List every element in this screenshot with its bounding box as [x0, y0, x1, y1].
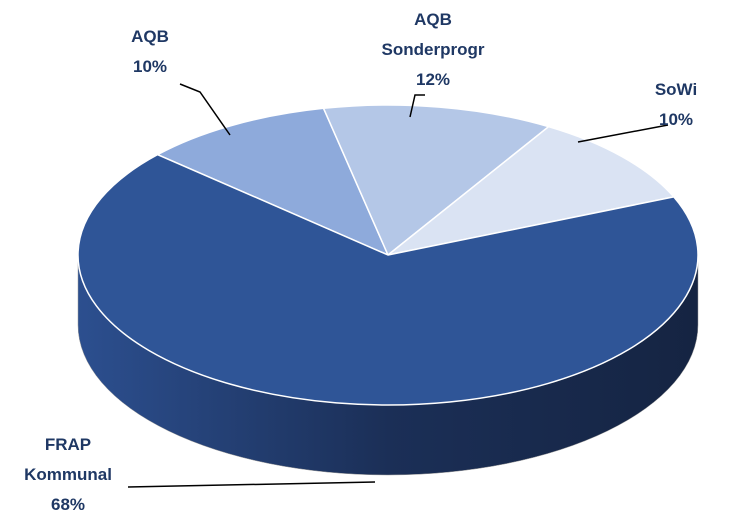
category-label: SoWi: [654, 80, 698, 99]
category-label: FRAP Kommunal: [24, 435, 112, 484]
value-label: 10%: [658, 110, 694, 129]
leader-line: [409, 94, 425, 118]
value-label: 68%: [50, 495, 86, 514]
category-label: AQB Sonderprogr: [381, 10, 485, 59]
leader-line: [577, 124, 669, 143]
data-label: FRAP Kommunal 68%: [8, 430, 128, 518]
pie-slice: [387, 125, 676, 256]
leader-line: [127, 481, 376, 488]
leader-line: [179, 83, 231, 136]
pie-slice: [77, 153, 699, 406]
pie-slice: [155, 107, 390, 257]
data-label: AQB 10%: [110, 22, 190, 82]
value-label: 10%: [132, 57, 168, 76]
pie-slice: [322, 104, 551, 257]
data-label: AQB Sonderprogr 12%: [368, 5, 498, 95]
value-label: 12%: [415, 70, 451, 89]
data-label: SoWi 10%: [636, 75, 716, 135]
category-label: AQB: [131, 27, 169, 46]
